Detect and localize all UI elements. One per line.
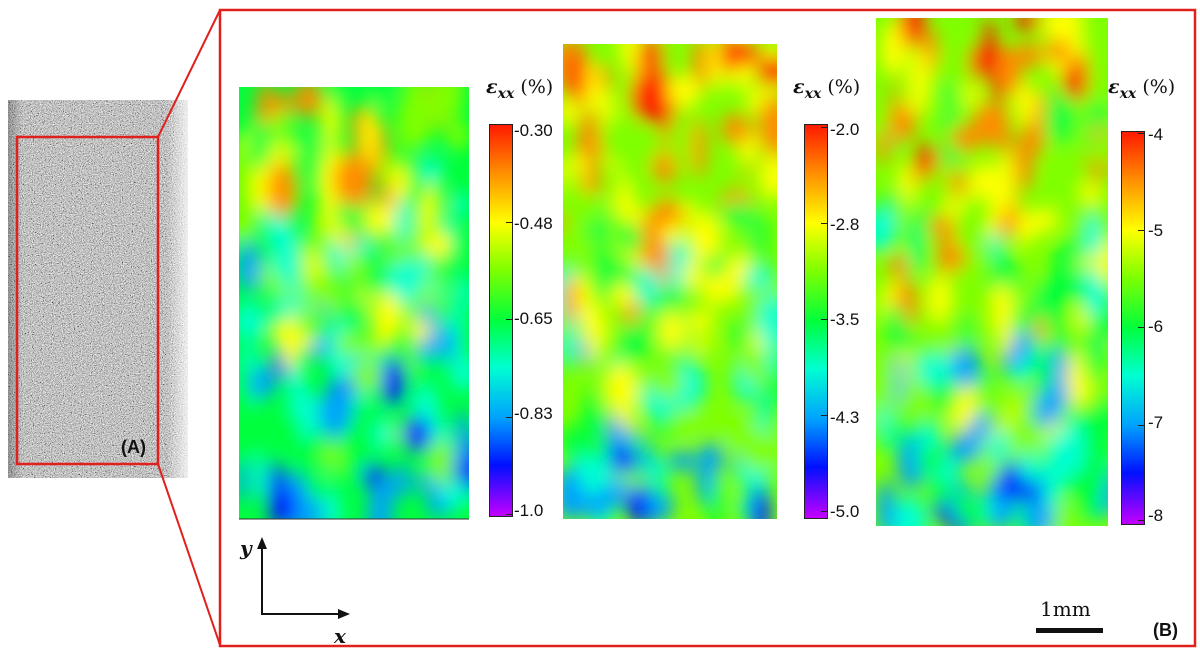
colorbar-2-tick-label: -2.8: [830, 215, 860, 234]
colorbar-2-title: εxx (%): [793, 76, 861, 102]
colorbar-2: [804, 124, 828, 519]
colorbar-3-tickmark: [1138, 520, 1144, 521]
colorbar-1-tick-label: -0.30: [514, 121, 553, 140]
colorbar-3-tick-label: -4: [1148, 125, 1164, 144]
scale-bar: [1036, 628, 1103, 633]
colorbar-1-tick-label: -0.65: [514, 309, 553, 328]
colorbar-2-tickmark: [821, 127, 827, 128]
colorbar-3-tickmark: [1138, 230, 1144, 231]
colorbar-3-tick-label: -6: [1148, 317, 1164, 336]
strain-map-3: [876, 18, 1108, 526]
y-axis-arrowhead: [257, 537, 267, 549]
colorbar-1-tickmark: [506, 319, 512, 320]
x-axis-label: x: [334, 624, 346, 648]
colorbar-1-tick-label: -0.83: [514, 404, 553, 423]
colorbar-3-title: εxx (%): [1108, 76, 1176, 102]
colorbar-3-tick-label: -7: [1148, 413, 1164, 432]
colorbar-1-tickmark: [506, 124, 512, 125]
strain-map-1: [239, 87, 469, 519]
colorbar-1-tick-label: -1.0: [514, 501, 544, 520]
colorbar-1-tickmark: [506, 417, 512, 418]
colorbar-2-tickmark: [821, 223, 827, 224]
scale-bar-label: 1mm: [1040, 597, 1091, 621]
colorbar-1-tick-label: -0.48: [514, 214, 553, 233]
colorbar-2-tick-label: -5.0: [830, 502, 860, 521]
colorbar-1: [489, 124, 513, 517]
roi-box: [15, 135, 160, 466]
colorbar-2-tick-label: -3.5: [830, 310, 860, 329]
colorbar-1-tickmark: [506, 222, 512, 223]
y-axis-label: y: [240, 536, 252, 560]
x-axis-arrowhead: [338, 609, 350, 619]
colorbar-3-tickmark: [1138, 327, 1144, 328]
colorbar-2-tickmark: [821, 415, 827, 416]
colorbar-1-tickmark: [506, 514, 512, 515]
strain-map-2: [563, 44, 777, 519]
colorbar-1-title: εxx (%): [486, 76, 554, 102]
colorbar-2-tick-label: -4.3: [830, 408, 860, 427]
colorbar-3-tick-label: -8: [1148, 506, 1164, 525]
panel-b-label: (B): [1153, 620, 1178, 640]
panel-a-label: (A): [121, 437, 146, 457]
zoom-connector-top: [157, 9, 221, 138]
colorbar-2-tickmark: [821, 319, 827, 320]
colorbar-3-tickmark: [1138, 133, 1144, 134]
panel-b-frame: [218, 8, 1197, 648]
colorbar-2-tick-label: -2.0: [830, 120, 860, 139]
colorbar-2-tickmark: [821, 511, 827, 512]
zoom-connector-bottom: [157, 463, 221, 646]
colorbar-3: [1121, 131, 1145, 525]
colorbar-3-tick-label: -5: [1148, 221, 1164, 240]
colorbar-3-tickmark: [1138, 425, 1144, 426]
